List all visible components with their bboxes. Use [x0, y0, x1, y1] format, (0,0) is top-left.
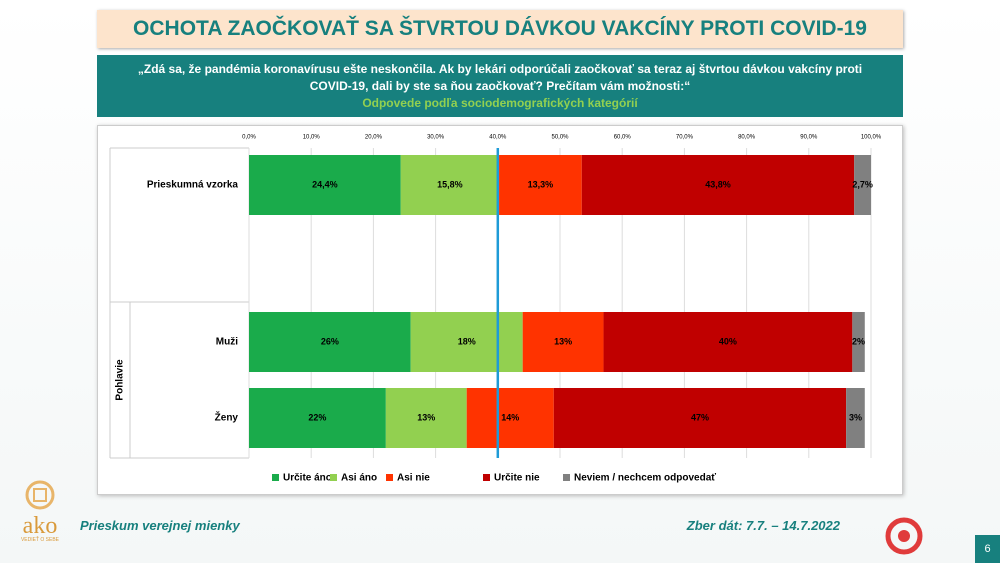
bar-segment — [249, 155, 401, 215]
logo: ako VEDIEŤ O SEBE — [10, 480, 70, 543]
logo-icon — [25, 480, 55, 510]
data-label: 18% — [458, 336, 476, 346]
x-tick-label: 10,0% — [303, 135, 321, 141]
brand-icon — [885, 517, 923, 555]
bar-segment — [852, 312, 865, 372]
category-label: Ženy — [215, 411, 239, 424]
data-label: 2% — [852, 336, 865, 346]
legend-swatch — [563, 474, 570, 481]
data-label: 26% — [321, 336, 339, 346]
logo-tagline: VEDIEŤ O SEBE — [20, 537, 60, 543]
legend-label: Asi nie — [397, 473, 430, 484]
bar-segment — [581, 155, 855, 215]
data-label: 43,8% — [705, 179, 731, 189]
x-tick-label: 0,0% — [242, 135, 256, 141]
question-box: „Zdá sa, že pandémia koronavírusu ešte n… — [97, 55, 903, 117]
data-label: 14% — [501, 412, 519, 422]
category-label: Muži — [216, 337, 238, 348]
slide-title: OCHOTA ZAOČKOVAŤ SA ŠTVRTOU DÁVKOU VAKCÍ… — [97, 10, 903, 48]
bar-segment — [603, 312, 853, 372]
bar-segment — [846, 388, 865, 448]
data-label: 15,8% — [437, 179, 463, 189]
x-tick-label: 20,0% — [365, 135, 383, 141]
group-label: Pohlavie — [115, 359, 126, 401]
legend-label: Určite nie — [494, 473, 540, 484]
bar-segment — [410, 312, 523, 372]
x-tick-label: 30,0% — [427, 135, 445, 141]
data-label: 47% — [691, 412, 709, 422]
data-label: 3% — [849, 412, 862, 422]
legend-swatch — [272, 474, 279, 481]
bar-segment — [385, 388, 467, 448]
x-tick-label: 40,0% — [489, 135, 507, 141]
legend-label: Asi áno — [341, 473, 377, 484]
x-tick-label: 70,0% — [676, 135, 694, 141]
bar-segment — [249, 388, 386, 448]
bar-segment — [499, 155, 582, 215]
x-tick-label: 50,0% — [551, 135, 569, 141]
category-label: Prieskumná vzorka — [147, 180, 239, 191]
data-label: 40% — [719, 336, 737, 346]
logo-text: ako — [22, 513, 58, 539]
legend-swatch — [483, 474, 490, 481]
subtitle: Odpovede podľa sociodemografických kateg… — [362, 96, 638, 110]
data-label: 24,4% — [312, 179, 338, 189]
data-label: 2,7% — [852, 179, 873, 189]
bar-segment — [854, 155, 871, 215]
bar-segment — [400, 155, 500, 215]
data-label: 13,3% — [528, 179, 554, 189]
data-label: 22% — [308, 412, 326, 422]
page-number: 6 — [975, 535, 1000, 563]
bar-segment — [249, 312, 411, 372]
question: „Zdá sa, že pandémia koronavírusu ešte n… — [137, 62, 863, 93]
footer-left: Prieskum verejnej mienky — [80, 518, 240, 533]
bar-segment — [553, 388, 847, 448]
data-label: 13% — [417, 412, 435, 422]
x-tick-label: 60,0% — [614, 135, 632, 141]
legend-label: Neviem / nechcem odpovedať — [574, 473, 716, 484]
x-tick-label: 100,0% — [861, 135, 882, 141]
legend-swatch — [330, 474, 337, 481]
legend-swatch — [386, 474, 393, 481]
data-label: 13% — [554, 336, 572, 346]
bar-segment — [522, 312, 604, 372]
footer-right: Zber dát: 7.7. – 14.7.2022 — [686, 518, 840, 533]
bar-segment — [466, 388, 554, 448]
legend-label: Určite áno — [283, 473, 332, 484]
x-tick-label: 80,0% — [738, 135, 756, 141]
x-tick-label: 90,0% — [800, 135, 818, 141]
